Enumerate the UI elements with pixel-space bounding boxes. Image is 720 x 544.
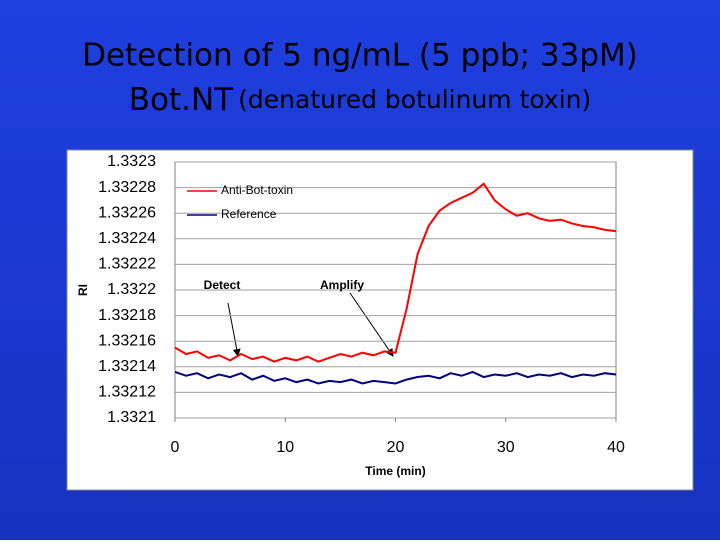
y-tick-label: 1.33222 [98, 256, 156, 273]
y-axis-label: RI [76, 284, 90, 296]
y-tick-label: 1.33218 [98, 307, 156, 324]
x-tick-label: 40 [607, 439, 625, 456]
annotation: Amplify [320, 278, 364, 292]
legend-label: Reference [221, 207, 277, 221]
y-tick-label: 1.33212 [98, 384, 156, 401]
annotation: Detect [204, 278, 241, 292]
y-tick-label: 1.33228 [98, 179, 156, 196]
y-tick-label: 1.33214 [98, 358, 156, 375]
legend-label: Anti-Bot-toxin [221, 183, 293, 197]
x-tick-label: 10 [276, 439, 294, 456]
subtitle-main: Bot.NT [129, 82, 234, 118]
x-tick-label: 20 [387, 439, 405, 456]
x-tick-label: 0 [171, 439, 180, 456]
slide-title: Detection of 5 ng/mL (5 ppb; 33pM) [82, 38, 638, 74]
slide-subtitle: Bot.NT (denatured botulinum toxin) [129, 82, 592, 118]
series-line [174, 182, 617, 363]
series-line [174, 370, 617, 385]
x-tick-label: 30 [497, 439, 515, 456]
detect-arrow [227, 302, 241, 357]
y-tick-label: 1.3322 [107, 281, 156, 298]
y-tick-label: 1.33216 [98, 332, 156, 349]
y-tick-label: 1.33224 [98, 230, 156, 247]
y-tick-label: 1.3321 [107, 409, 156, 426]
y-tick-label: 1.3323 [107, 153, 156, 170]
subtitle-rest: (denatured botulinum toxin) [238, 85, 591, 114]
amplify-arrow [349, 292, 394, 357]
y-tick-label: 1.33226 [98, 204, 156, 221]
x-axis-label: Time (min) [365, 464, 425, 478]
